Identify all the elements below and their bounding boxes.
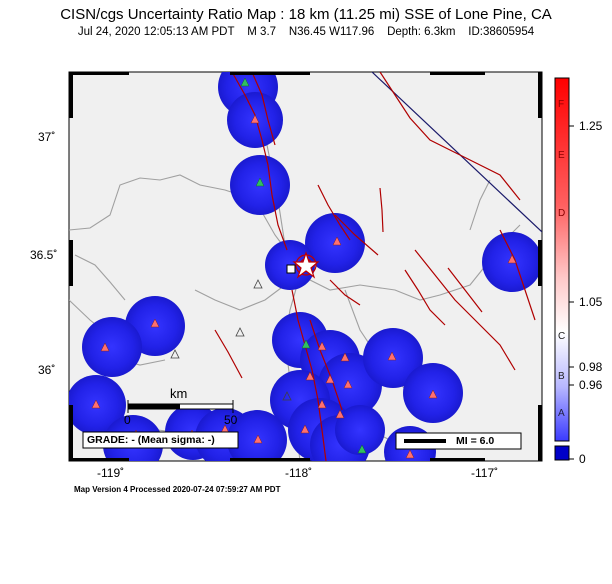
map-subtitle: Jul 24, 2020 12:05:13 AM PDT M 3.7 N36.4… [0, 26, 612, 38]
lat-tick-36: 36˚ [38, 363, 56, 377]
lon-tick-119: -119˚ [97, 466, 125, 480]
frame-ticks [69, 72, 542, 461]
event-id: ID:38605954 [468, 26, 535, 38]
scale-bar [127, 400, 234, 413]
faults [214, 72, 536, 461]
scale-label-0: 0 [124, 413, 131, 427]
colorbar-letter-f: F [558, 99, 565, 110]
map-title: CISN/cgs Uncertainty Ratio Map : 18 km (… [60, 6, 552, 23]
event-magnitude: M 3.7 [247, 26, 277, 38]
colorbar-letter-c: C [558, 331, 566, 342]
colorbar-letter-b: B [558, 371, 565, 382]
colorbar [554, 77, 570, 442]
event-depth: Depth: 6.3km [387, 26, 456, 38]
event-location: N36.45 W117.96 [288, 26, 375, 38]
scale-label-50: 50 [224, 413, 238, 427]
colorbar-value-0-98: 0.98 [579, 360, 603, 374]
colorbar-value-0-96: 0.96 [579, 378, 603, 392]
grade-text: GRADE: - (Mean sigma: -) [87, 434, 215, 446]
lon-tick-117: -117˚ [471, 466, 499, 480]
event-datetime: Jul 24, 2020 12:05:13 AM PDT [77, 26, 235, 38]
colorbar-zero-swatch [554, 445, 570, 461]
stations-green [240, 77, 367, 454]
stations-red [91, 114, 517, 459]
grade-box-frame [82, 431, 239, 449]
colorbar-letter-d: D [558, 208, 566, 219]
state-boundary [371, 72, 542, 233]
epicenter-star [286, 251, 320, 279]
scale-unit: km [170, 386, 188, 401]
colorbar-value-1-25: 1.25 [579, 119, 603, 133]
stations-open [170, 279, 292, 401]
colorbar-letter-e: E [558, 150, 565, 161]
mi-legend-frame [395, 432, 522, 450]
mi-legend-text: MI = 6.0 [456, 435, 495, 447]
lat-tick-36-5: 36.5˚ [30, 248, 58, 262]
lon-tick-118: -118˚ [285, 466, 313, 480]
colorbar-value-0: 0 [579, 452, 586, 466]
colorbar-value-1-05: 1.05 [579, 295, 603, 309]
map-footer: Map Version 4 Processed 2020-07-24 07:59… [74, 485, 281, 494]
lat-tick-37: 37˚ [38, 130, 56, 144]
colorbar-letter-a: A [558, 408, 565, 419]
